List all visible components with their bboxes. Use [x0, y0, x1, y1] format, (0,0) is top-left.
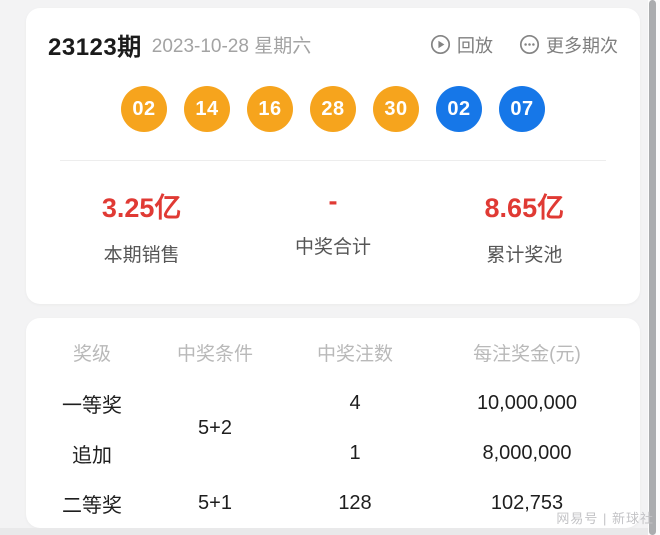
total-win-label: 中奖合计: [294, 237, 371, 258]
winning-numbers: 02 14 16 28 30 02 07: [26, 86, 640, 132]
draw-date: 2023-10-28 星期六: [151, 36, 312, 57]
scrollbar-track[interactable]: [648, 0, 660, 535]
sales-label: 本期销售: [103, 245, 180, 266]
more-periods-button[interactable]: 更多期次: [519, 32, 618, 58]
ellipsis-circle-icon: [519, 34, 540, 55]
prize-level: 二等奖: [62, 494, 122, 517]
scrollbar-thumb[interactable]: [649, 0, 656, 535]
prize-table: 奖级 中奖条件 中奖注数 每注奖金(元) 一等奖 5+2 4 10,000,00…: [26, 318, 640, 528]
prize-amount: 102,753: [490, 491, 564, 514]
prize-amount: 8,000,000: [482, 441, 572, 464]
watermark: 网易号 | 新球社: [556, 511, 654, 526]
sales-value: 3.25亿: [101, 193, 182, 223]
stat-total-win: - 中奖合计: [237, 186, 428, 267]
prize-count: 128: [338, 491, 372, 514]
draw-result-card: 23123期 2023-10-28 星期六 回放 更多期次: [26, 8, 640, 304]
bottom-edge: [0, 528, 648, 535]
prize-condition: 5+2: [198, 416, 232, 439]
col-header-count: 中奖注数: [316, 343, 393, 365]
front-ball: 16: [247, 86, 293, 132]
prize-table-card: 奖级 中奖条件 中奖注数 每注奖金(元) 一等奖 5+2 4 10,000,00…: [26, 318, 640, 528]
jackpot-label: 累计奖池: [486, 245, 563, 266]
prize-count: 1: [349, 441, 361, 464]
prize-count: 4: [349, 391, 361, 414]
total-win-value: -: [328, 186, 338, 216]
draw-header: 23123期 2023-10-28 星期六 回放 更多期次: [26, 8, 640, 62]
col-header-level: 奖级: [72, 343, 111, 365]
replay-label: 回放: [457, 35, 493, 56]
stats-row: 3.25亿 本期销售 - 中奖合计 8.65亿 累计奖池: [26, 186, 640, 267]
col-header-prize: 每注奖金(元): [473, 343, 581, 365]
front-ball: 30: [373, 86, 419, 132]
issue-number: 23123期: [48, 34, 142, 61]
back-ball: 07: [499, 86, 545, 132]
more-periods-label: 更多期次: [546, 35, 618, 56]
replay-button[interactable]: 回放: [430, 32, 493, 58]
prize-level: 追加: [72, 444, 112, 467]
stat-sales: 3.25亿 本期销售: [46, 186, 237, 267]
front-ball: 14: [184, 86, 230, 132]
play-circle-icon: [430, 34, 451, 55]
prize-condition: 5+1: [198, 491, 232, 514]
front-ball: 02: [121, 86, 167, 132]
prize-level: 一等奖: [62, 394, 122, 417]
prize-amount: 10,000,000: [476, 391, 578, 414]
jackpot-value: 8.65亿: [484, 193, 565, 223]
col-header-condition: 中奖条件: [176, 343, 253, 365]
back-ball: 02: [436, 86, 482, 132]
front-ball: 28: [310, 86, 356, 132]
section-divider: [60, 160, 606, 161]
stat-jackpot: 8.65亿 累计奖池: [429, 186, 620, 267]
